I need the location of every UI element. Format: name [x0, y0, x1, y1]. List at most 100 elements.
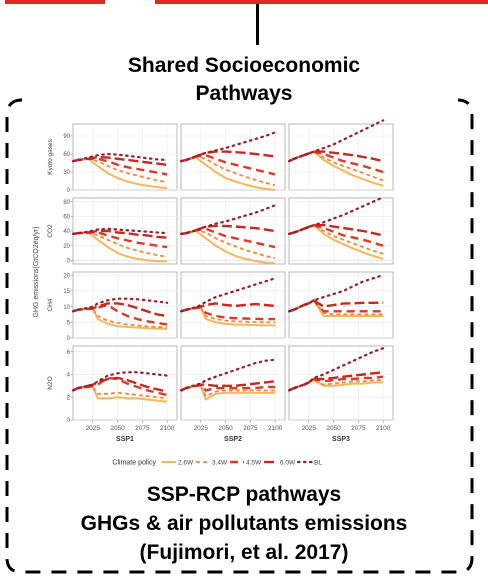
legend-label: 2.6W — [178, 460, 194, 467]
facet-row-label: CO2 — [47, 224, 54, 238]
series-line-4-5W — [288, 223, 384, 247]
facet-panel — [287, 119, 394, 191]
y-tick-label: 60 — [63, 152, 70, 158]
series-line-6-0W — [180, 380, 276, 392]
x-tick-label: 2100 — [376, 425, 391, 432]
facet-row-label: CH4 — [47, 298, 54, 311]
series-line-4-5W — [72, 231, 168, 249]
series-line-3-4W — [180, 306, 276, 324]
series-line-BL — [71, 297, 169, 313]
top-red-bar-right — [155, 0, 488, 4]
series-line-BL — [287, 347, 385, 392]
y-tick-label: 15 — [63, 289, 70, 295]
header-title: Shared Socioeconomic Pathways — [0, 52, 488, 108]
y-tick-label: 30 — [63, 170, 70, 176]
x-tick-label: 2100 — [268, 425, 283, 432]
facet-panel — [179, 271, 286, 339]
facet-panel — [71, 345, 178, 421]
header-line-1: Shared Socioeconomic — [127, 54, 361, 77]
series-line-BL — [71, 152, 169, 163]
facet-panel — [179, 345, 286, 421]
legend-label: 4.5W — [246, 460, 262, 467]
x-tick-label: 2025 — [194, 425, 209, 432]
series-line-3-4W — [72, 386, 168, 400]
series-line-BL — [71, 227, 169, 235]
y-tick-label: 20 — [63, 244, 70, 250]
y-tick-label: 0 — [67, 188, 71, 194]
series-line-BL — [287, 196, 385, 235]
legend-label: 6.0W — [280, 460, 296, 467]
facet-panel — [179, 123, 286, 191]
top-red-bar-left — [5, 0, 105, 4]
facet-panel — [71, 197, 178, 265]
facet-column-label: SSP3 — [332, 436, 350, 443]
facet-panel — [287, 345, 394, 421]
x-tick-label: 2075 — [135, 425, 150, 432]
facet-panel — [71, 271, 178, 339]
facet-panel — [287, 196, 394, 265]
x-tick-label: 2050 — [218, 425, 233, 432]
header-line-2: Pathways — [195, 82, 293, 105]
x-tick-label: 2050 — [110, 425, 125, 432]
series-line-6-0W — [72, 302, 168, 318]
x-tick-label: 2025 — [302, 425, 317, 432]
series-line-BL — [287, 119, 385, 163]
y-tick-label: 4 — [67, 373, 71, 379]
x-tick-label: 2075 — [351, 425, 366, 432]
y-tick-label: 0 — [67, 336, 71, 342]
x-tick-label: 2075 — [243, 425, 258, 432]
caption-line-3: (Fujimori, et al. 2017) — [139, 541, 349, 564]
facet-column-label: SSP2 — [224, 436, 242, 443]
facet-panel — [179, 197, 286, 265]
y-tick-label: 20 — [63, 273, 70, 279]
facet-row-label: N2O — [47, 376, 54, 389]
series-line-3-4W — [180, 384, 276, 398]
series-line-4-5W — [180, 153, 276, 176]
series-line-6-0W — [72, 155, 168, 166]
series-line-6-0W — [72, 229, 168, 239]
y-tick-label: 6 — [67, 350, 71, 356]
series-line-BL — [179, 204, 277, 235]
y-tick-label: 80 — [63, 200, 70, 206]
caption-line-2: GHGs & air pollutants emissions — [80, 512, 408, 535]
y-tick-label: 60 — [63, 215, 70, 221]
y-tick-label: 40 — [63, 229, 70, 235]
y-tick-label: 2 — [67, 395, 71, 401]
series-line-BL — [287, 274, 385, 313]
x-tick-label: 2025 — [86, 425, 101, 432]
series-line-4-5W — [72, 157, 168, 176]
y-tick-label: 0 — [67, 418, 71, 424]
series-line-6-0W — [288, 223, 384, 237]
series-line-BL — [179, 131, 277, 163]
legend-label: 3.4W — [212, 460, 228, 467]
series-line-6-0W — [72, 376, 168, 393]
facet-column-label: SSP1 — [116, 436, 134, 443]
y-tick-label: 5 — [67, 320, 71, 326]
legend-label: BL — [314, 460, 322, 467]
series-line-3-4W — [288, 224, 384, 255]
series-line-3-4W — [288, 150, 384, 182]
facet-row-label: Kyoto gases — [47, 138, 54, 175]
series-line-6-0W — [288, 150, 384, 163]
caption-line-1: SSP-RCP pathways — [146, 483, 342, 506]
facet-panel — [71, 123, 178, 191]
x-tick-label: 2100 — [160, 425, 175, 432]
caption: SSP-RCP pathways GHGs & air pollutants e… — [0, 480, 488, 567]
y-tick-label: 10 — [63, 305, 70, 311]
series-line-3-4W — [72, 307, 168, 329]
series-line-6-0W — [180, 150, 276, 163]
facet-panel — [287, 271, 394, 339]
x-tick-label: 2050 — [326, 425, 341, 432]
connector-line — [256, 4, 259, 45]
y-axis-title: GHG emissions(GtCO2eq/yr) — [33, 226, 40, 317]
y-tick-label: 0 — [67, 259, 71, 265]
series-line-BL — [179, 277, 277, 313]
y-tick-label: 90 — [63, 134, 70, 140]
panel-frame — [288, 123, 394, 191]
series-line-4-5W — [288, 150, 384, 174]
series-line-6-0W — [180, 302, 276, 313]
legend-title: Climate policy — [112, 460, 156, 467]
series-line-BL — [179, 358, 277, 392]
